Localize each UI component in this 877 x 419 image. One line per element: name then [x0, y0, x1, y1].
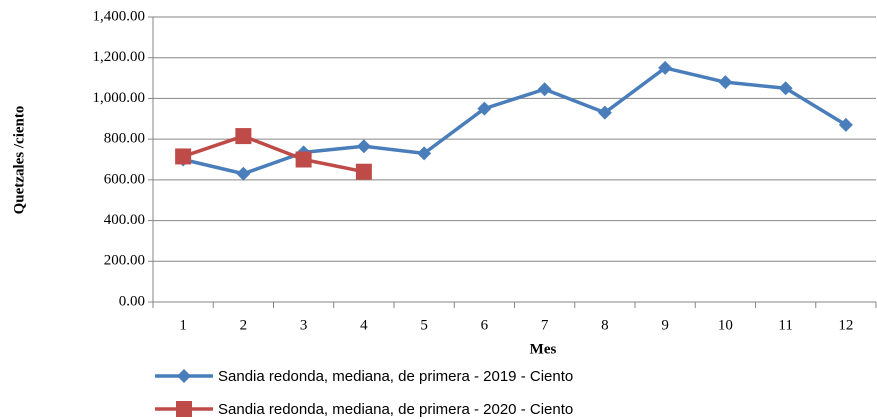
marker — [477, 101, 492, 116]
marker — [295, 151, 312, 168]
x-tick-label: 1 — [179, 317, 187, 333]
marker — [175, 148, 192, 165]
marker — [778, 81, 793, 96]
y-tick-label: 0.00 — [119, 293, 145, 309]
x-tick-label: 3 — [300, 317, 308, 333]
x-tick-label: 6 — [481, 317, 489, 333]
x-tick-label: 2 — [240, 317, 248, 333]
x-tick-label: 12 — [838, 317, 853, 333]
marker — [176, 401, 192, 417]
marker — [177, 369, 191, 383]
y-tick-label: 1,000.00 — [93, 90, 146, 106]
y-tick-label: 200.00 — [104, 253, 145, 269]
x-tick-label: 4 — [360, 317, 368, 333]
x-axis-label: Mes — [530, 341, 557, 357]
x-tick-label: 5 — [420, 317, 428, 333]
y-tick-label: 600.00 — [104, 171, 145, 187]
series-line — [182, 66, 847, 176]
x-tick-label: 9 — [661, 317, 669, 333]
y-tick-label: 1,400.00 — [93, 8, 146, 24]
y-tick-label: 800.00 — [104, 131, 145, 147]
marker — [838, 117, 853, 132]
marker — [597, 105, 612, 120]
y-tick-label: 1,200.00 — [93, 49, 146, 65]
legend-label: Sandia redonda, mediana, de primera - 20… — [218, 401, 573, 418]
marker — [356, 139, 371, 154]
x-tick-label: 8 — [601, 317, 609, 333]
marker — [236, 166, 251, 181]
x-tick-label: 7 — [541, 317, 549, 333]
x-tick-label: 10 — [718, 317, 733, 333]
y-tick-label: 400.00 — [104, 212, 145, 228]
marker — [417, 146, 432, 161]
x-tick-label: 11 — [778, 317, 792, 333]
series-line — [182, 134, 365, 174]
marker — [537, 82, 552, 97]
y-axis-label: Quetzales /ciento — [11, 106, 27, 215]
legend-label: Sandia redonda, mediana, de primera - 20… — [218, 368, 573, 385]
marker — [718, 75, 733, 90]
marker — [658, 60, 673, 75]
marker — [355, 163, 372, 180]
marker — [235, 128, 252, 145]
